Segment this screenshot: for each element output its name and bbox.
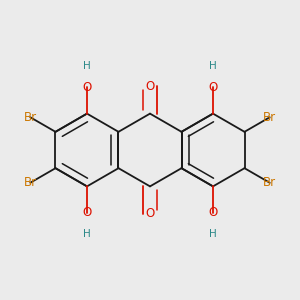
Text: H: H: [209, 61, 217, 70]
Text: H: H: [83, 61, 91, 70]
Text: Br: Br: [263, 111, 276, 124]
Text: O: O: [82, 206, 91, 219]
Text: Br: Br: [24, 176, 37, 189]
Text: Br: Br: [24, 111, 37, 124]
Text: O: O: [146, 80, 154, 93]
Text: Br: Br: [263, 176, 276, 189]
Text: H: H: [83, 230, 91, 239]
Text: O: O: [146, 207, 154, 220]
Text: O: O: [208, 81, 217, 94]
Text: O: O: [208, 206, 217, 219]
Text: H: H: [209, 230, 217, 239]
Text: O: O: [82, 81, 91, 94]
